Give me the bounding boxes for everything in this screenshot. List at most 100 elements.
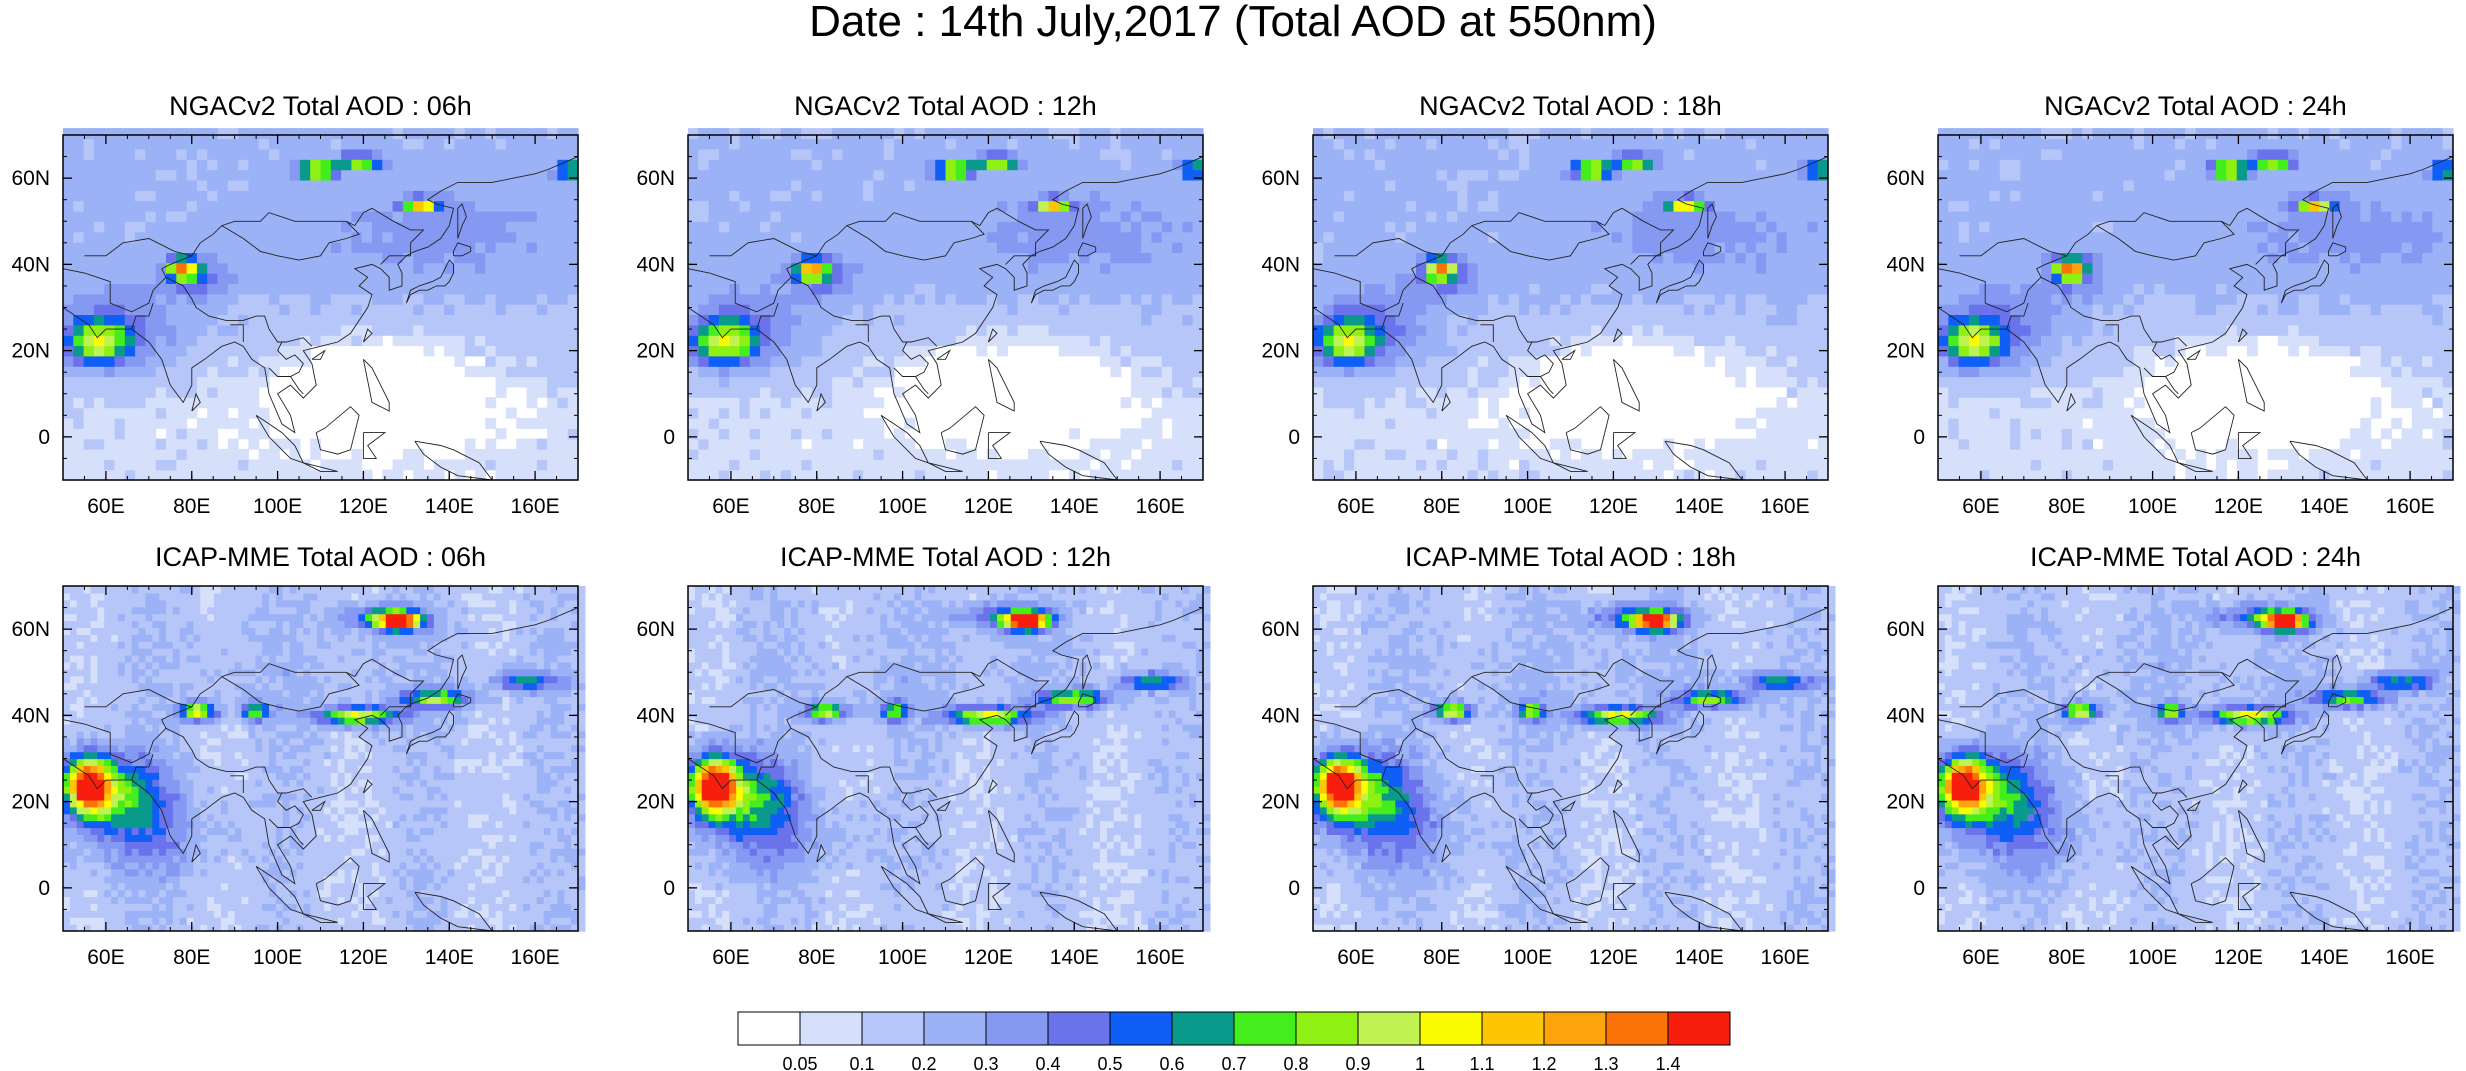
colorbar-swatch	[1233, 1011, 1297, 1046]
lon-tick-label: 140E	[425, 495, 474, 518]
map-panel: 60E 80E 100E 120E 140E 160E 0 20N 40N 60N	[11, 585, 586, 969]
lon-tick-label: 80E	[2048, 495, 2085, 518]
colorbar-swatch	[923, 1011, 987, 1046]
lat-tick-label: 20N	[636, 340, 675, 363]
lon-tick-label: 60E	[87, 946, 124, 969]
lon-tick-label: 60E	[1962, 946, 1999, 969]
lat-tick-label: 0	[1913, 877, 1925, 900]
lon-tick-label: 60E	[1337, 946, 1374, 969]
lon-tick-label: 140E	[2300, 495, 2349, 518]
map-panel: 60E 80E 100E 120E 140E 160E 0 20N 40N 60N	[11, 128, 579, 518]
colorbar-swatch	[1605, 1011, 1669, 1046]
colorbar: 0.05 0.1 0.2 0.3 0.4 0.5 0.6 0.7 0.8 0.9 1 1.1 1.2 1.…	[737, 1011, 1731, 1071]
colorbar-swatch	[1109, 1011, 1173, 1046]
colorbar-label: 1.1	[1469, 1054, 1494, 1071]
lat-tick-label: 40N	[11, 253, 50, 276]
lon-tick-label: 100E	[1503, 946, 1552, 969]
lat-tick-label: 0	[38, 426, 50, 449]
lon-tick-label: 160E	[1761, 946, 1810, 969]
coastlines	[62, 607, 579, 932]
colorbar-label: 0.8	[1283, 1054, 1308, 1071]
lon-tick-label: 100E	[2128, 495, 2177, 518]
map-panel: 60E 80E 100E 120E 140E 160E 0 20N 40N 60N	[1886, 585, 2461, 969]
lon-tick-label: 120E	[964, 495, 1013, 518]
lat-tick-label: 40N	[11, 704, 50, 727]
lon-tick-label: 100E	[253, 495, 302, 518]
lon-tick-label: 120E	[339, 495, 388, 518]
lon-tick-label: 140E	[1050, 946, 1099, 969]
lat-tick-label: 0	[1913, 426, 1925, 449]
colorbar-label: 0.2	[911, 1054, 936, 1071]
coastlines	[687, 607, 1204, 932]
coastlines	[1312, 156, 1829, 481]
colorbar-label: 1.2	[1531, 1054, 1556, 1071]
lon-tick-label: 80E	[798, 946, 835, 969]
lat-tick-label: 60N	[1886, 167, 1925, 190]
lon-tick-label: 80E	[798, 495, 835, 518]
map-panel: 60E 80E 100E 120E 140E 160E 0 20N 40N 60N	[1261, 128, 1829, 518]
lon-tick-label: 80E	[173, 495, 210, 518]
lat-tick-label: 40N	[1886, 253, 1925, 276]
lon-tick-label: 120E	[1589, 495, 1638, 518]
lon-tick-label: 120E	[1589, 946, 1638, 969]
lat-tick-label: 20N	[1261, 791, 1300, 814]
colorbar-label: 0.5	[1097, 1054, 1122, 1071]
lon-tick-label: 140E	[2300, 946, 2349, 969]
lat-tick-label: 20N	[11, 791, 50, 814]
lon-tick-label: 160E	[511, 495, 560, 518]
lon-tick-label: 80E	[1423, 495, 1460, 518]
colorbar-label: 1.3	[1593, 1054, 1618, 1071]
lon-tick-label: 60E	[1962, 495, 1999, 518]
lat-tick-label: 40N	[636, 253, 675, 276]
aod-field	[1313, 128, 1829, 481]
lon-tick-label: 160E	[1761, 495, 1810, 518]
colorbar-label: 0.1	[849, 1054, 874, 1071]
colorbar-swatch	[1357, 1011, 1421, 1046]
colorbar-swatch	[1481, 1011, 1545, 1046]
lat-tick-label: 40N	[1886, 704, 1925, 727]
lat-tick-label: 60N	[636, 618, 675, 641]
panel-title: ICAP-MME Total AOD : 18h	[1263, 542, 1878, 572]
colorbar-swatch	[799, 1011, 863, 1046]
colorbar-swatch	[1047, 1011, 1111, 1046]
colorbar-swatch	[737, 1011, 801, 1046]
panel-title: NGACv2 Total AOD : 24h	[1888, 91, 2466, 121]
lat-tick-label: 20N	[1261, 340, 1300, 363]
lon-tick-label: 80E	[173, 946, 210, 969]
coastlines	[1312, 607, 1829, 932]
lon-tick-label: 100E	[1503, 495, 1552, 518]
colorbar-label: 1.4	[1655, 1054, 1680, 1071]
lat-tick-label: 60N	[636, 167, 675, 190]
colorbar-swatch	[985, 1011, 1049, 1046]
lat-tick-label: 20N	[1886, 791, 1925, 814]
colorbar-swatch	[861, 1011, 925, 1046]
lon-tick-label: 160E	[1136, 495, 1185, 518]
panel-title: NGACv2 Total AOD : 06h	[13, 91, 628, 121]
map-panel: 60E 80E 100E 120E 140E 160E 0 20N 40N 60N	[1261, 585, 1836, 969]
colorbar-label: 0.6	[1159, 1054, 1184, 1071]
lat-tick-label: 60N	[11, 618, 50, 641]
lon-tick-label: 60E	[1337, 495, 1374, 518]
colorbar-label: 0.9	[1345, 1054, 1370, 1071]
lat-tick-label: 20N	[636, 791, 675, 814]
lon-tick-label: 80E	[1423, 946, 1460, 969]
colorbar-swatch	[1667, 1011, 1731, 1046]
lon-tick-label: 140E	[1675, 946, 1724, 969]
colorbar-swatch	[1419, 1011, 1483, 1046]
lon-tick-label: 100E	[878, 495, 927, 518]
colorbar-swatch	[1543, 1011, 1607, 1046]
map-panel: 60E 80E 100E 120E 140E 160E 0 20N 40N 60N	[636, 128, 1204, 518]
lat-tick-label: 60N	[1261, 167, 1300, 190]
figure-title: Date : 14th July,2017 (Total AOD at 550n…	[0, 0, 2466, 44]
lon-tick-label: 160E	[2386, 946, 2435, 969]
lat-tick-label: 40N	[1261, 704, 1300, 727]
lon-tick-label: 120E	[964, 946, 1013, 969]
lat-tick-label: 0	[663, 877, 675, 900]
map-panel: 60E 80E 100E 120E 140E 160E 0 20N 40N 60N	[1886, 128, 2454, 518]
lat-tick-label: 0	[1288, 426, 1300, 449]
colorbar-swatch	[1171, 1011, 1235, 1046]
lon-tick-label: 60E	[712, 946, 749, 969]
lat-tick-label: 20N	[1886, 340, 1925, 363]
colorbar-label: 0.05	[782, 1054, 817, 1071]
lat-tick-label: 0	[1288, 877, 1300, 900]
